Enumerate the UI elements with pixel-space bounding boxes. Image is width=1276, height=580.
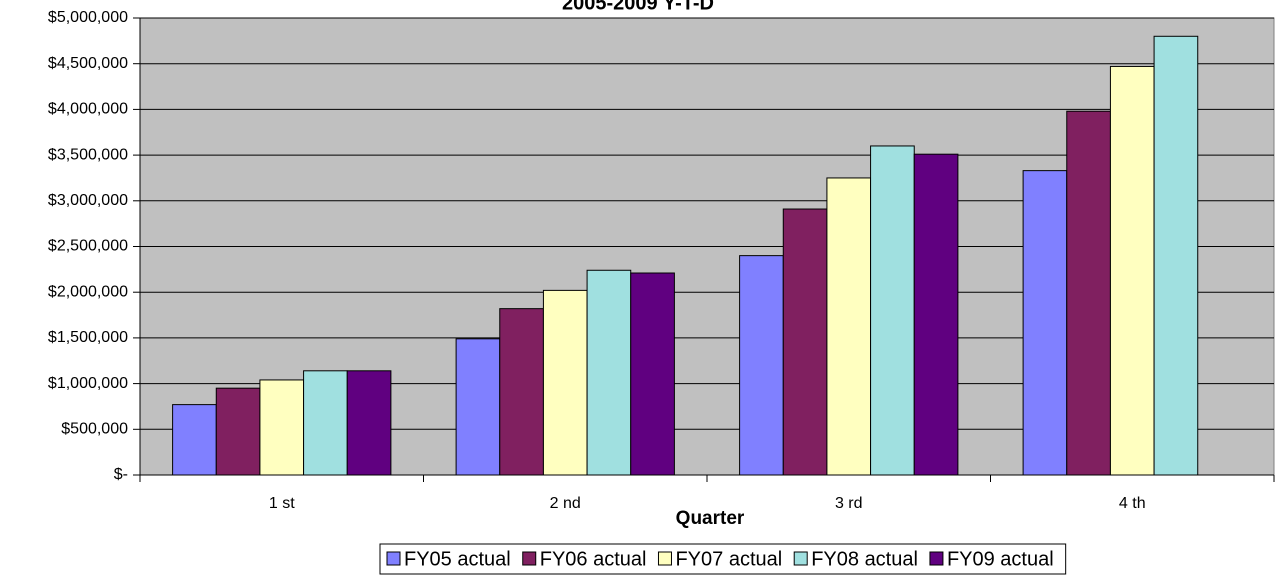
legend	[379, 543, 1067, 575]
legend-swatch	[386, 551, 401, 566]
y-tick-label: $4,000,000	[48, 101, 128, 118]
legend-label: FY06 actual	[540, 548, 647, 570]
legend-swatch	[793, 551, 808, 566]
bar	[259, 379, 305, 476]
legend-swatch	[657, 551, 672, 566]
bar	[346, 370, 392, 476]
y-tick-label: $4,500,000	[48, 55, 128, 72]
y-tick-label: $2,000,000	[48, 283, 128, 300]
y-tick-label: $2,500,000	[48, 238, 128, 255]
y-tick-label: $500,000	[61, 421, 128, 438]
y-tick-label: $1,500,000	[48, 329, 128, 346]
bar	[172, 404, 217, 476]
legend-label: FY07 actual	[675, 548, 782, 570]
bar	[1153, 35, 1199, 476]
x-tick-label: 2 nd	[550, 495, 581, 512]
legend-label: FY08 actual	[811, 548, 918, 570]
bar	[586, 269, 632, 476]
bar	[826, 177, 872, 476]
x-axis-label: Quarter	[676, 508, 745, 529]
bar	[1066, 110, 1111, 476]
x-tick-label: 4 th	[1119, 495, 1146, 512]
y-tick-label: $3,000,000	[48, 192, 128, 209]
bar	[499, 308, 544, 476]
x-tick-label: 3 rd	[835, 495, 863, 512]
legend-label: FY05 actual	[404, 548, 511, 570]
y-tick-label: $3,500,000	[48, 146, 128, 163]
x-tick-label: 1 st	[269, 495, 295, 512]
bar	[1109, 65, 1155, 476]
bar	[1022, 170, 1068, 476]
chart-title: 2005-2009 Y-T-D	[562, 0, 714, 14]
bar	[455, 338, 501, 476]
legend-swatch	[522, 551, 537, 566]
legend-swatch	[929, 551, 944, 566]
bar	[303, 370, 348, 476]
y-tick-label: $-	[114, 466, 128, 483]
bar	[870, 145, 915, 476]
bar	[630, 272, 675, 476]
bar	[913, 153, 959, 476]
bar	[542, 289, 588, 476]
legend-label: FY09 actual	[947, 548, 1054, 570]
bar	[782, 208, 828, 476]
y-tick-label: $5,000,000	[48, 9, 128, 26]
y-tick-label: $1,000,000	[48, 375, 128, 392]
bar	[739, 255, 784, 476]
bar	[215, 387, 261, 476]
